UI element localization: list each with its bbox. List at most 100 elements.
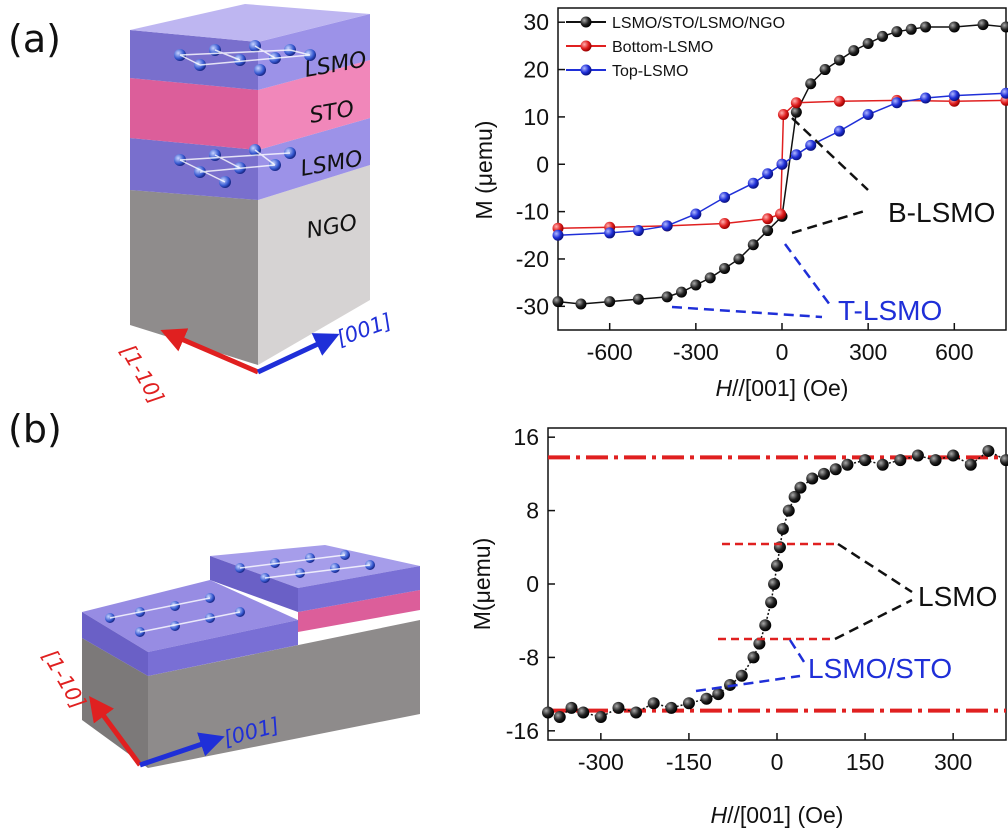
y-tick-label: 8 [526, 498, 539, 524]
data-point [920, 92, 932, 104]
leader-t-lsmo-2 [671, 305, 823, 319]
data-point [675, 286, 687, 298]
data-point [682, 697, 695, 710]
annotation-lsmo: LSMO [918, 581, 997, 612]
data-point [977, 19, 989, 31]
direction-arrow-red-b [89, 695, 143, 767]
data-point [833, 125, 845, 137]
x-tick-label: -300 [578, 749, 624, 775]
lsmo-upper-front [210, 556, 298, 612]
data-point [1000, 87, 1008, 99]
direction-arrow-blue [256, 333, 340, 375]
chart-a-ticks: -600 -300 0 300 600 -30 -20 -10 0 10 20 30 [516, 9, 974, 365]
data-point [859, 454, 872, 467]
data-point [690, 279, 702, 291]
leader-lsmo-1 [837, 542, 913, 594]
data-point [1000, 21, 1008, 33]
data-point [829, 463, 842, 476]
data-point [790, 149, 802, 161]
data-point [552, 296, 564, 308]
x-tick-label: -150 [666, 749, 712, 775]
data-point [876, 458, 889, 471]
data-point [782, 504, 795, 517]
chart-a: -600 -300 0 300 600 -30 -20 -10 0 10 20 30 LSMO/STO… [471, 7, 1008, 401]
data-point [982, 444, 995, 457]
data-point [612, 701, 625, 714]
y-tick-label: 16 [513, 424, 539, 450]
ngo-front [130, 190, 258, 365]
lsmo-lower-front [82, 612, 148, 676]
panel-label-b: (b) [8, 407, 62, 451]
annotation-t-lsmo: T-LSMO [838, 295, 942, 326]
data-point [565, 701, 578, 714]
data-point [894, 454, 907, 467]
chart-b-reference-lines [548, 455, 1006, 713]
atom-lattice-top [174, 40, 316, 76]
data-point [552, 229, 564, 241]
data-point [704, 272, 716, 284]
chart-a-series [552, 19, 1008, 310]
data-point [762, 168, 774, 180]
data-point [947, 449, 960, 462]
leader-lsmo-sto-1 [788, 639, 808, 666]
data-point [594, 711, 607, 724]
data-point [794, 481, 807, 494]
data-point [790, 97, 802, 109]
data-point [948, 21, 960, 33]
schematic-a: LSMO STO LSMO NGO [1-10] [001] [116, 4, 395, 408]
data-point [929, 454, 942, 467]
data-point [806, 472, 819, 485]
data-point [542, 706, 554, 719]
legend-label: Bottom-LSMO [612, 39, 713, 56]
data-point [891, 26, 903, 38]
chart-a-legend: LSMO/STO/LSMO/NGO Bottom-LSMO Top-LSMO [566, 15, 785, 80]
lsmo-upper-top [210, 545, 420, 588]
sto-step-side [298, 590, 420, 632]
data-point [712, 688, 725, 701]
data-point [768, 578, 781, 590]
annotation-b-lsmo: B-LSMO [888, 197, 995, 228]
chart-b-series [542, 444, 1008, 724]
y-tick-label: -8 [519, 644, 539, 670]
data-point [575, 298, 587, 310]
data-point [632, 225, 644, 237]
x-tick-label: 0 [776, 339, 789, 365]
annotation-lsmo-sto: LSMO/STO [808, 653, 952, 684]
data-point [905, 23, 917, 35]
data-point [790, 106, 802, 118]
y-tick-label: -10 [516, 199, 549, 225]
legend-swatch-marker [580, 40, 592, 52]
data-point [765, 596, 778, 609]
data-point [735, 669, 748, 682]
data-point [920, 21, 932, 33]
data-point [862, 38, 874, 50]
data-point [604, 227, 616, 239]
y-tick-label: 0 [526, 571, 539, 597]
data-point [771, 559, 783, 572]
data-point [848, 45, 860, 57]
chart-a-xlabel: H//[001] (Oe) [716, 375, 849, 401]
panel-label-a: (a) [8, 17, 61, 61]
legend-label: Top-LSMO [612, 63, 688, 80]
leader-t-lsmo-1 [783, 243, 832, 306]
y-tick-label: 0 [536, 151, 549, 177]
data-point [862, 109, 874, 121]
data-point [833, 95, 845, 107]
data-point [805, 139, 817, 151]
data-point [604, 296, 616, 308]
chart-b-ylabel: M(μemu) [469, 538, 495, 630]
schematic-b: [1-10] [001] [38, 545, 420, 768]
data-point [630, 706, 643, 719]
data-point [733, 253, 745, 265]
data-point [747, 239, 759, 251]
data-point [632, 293, 644, 305]
y-tick-label: -16 [506, 718, 539, 744]
data-point [775, 208, 787, 220]
leader-lsmo-2 [834, 598, 913, 641]
y-tick-label: 20 [523, 57, 549, 83]
data-point [891, 97, 903, 109]
data-point [841, 458, 854, 471]
direction-arrow-red [160, 328, 259, 375]
x-tick-label: 0 [771, 749, 784, 775]
data-point [948, 90, 960, 102]
